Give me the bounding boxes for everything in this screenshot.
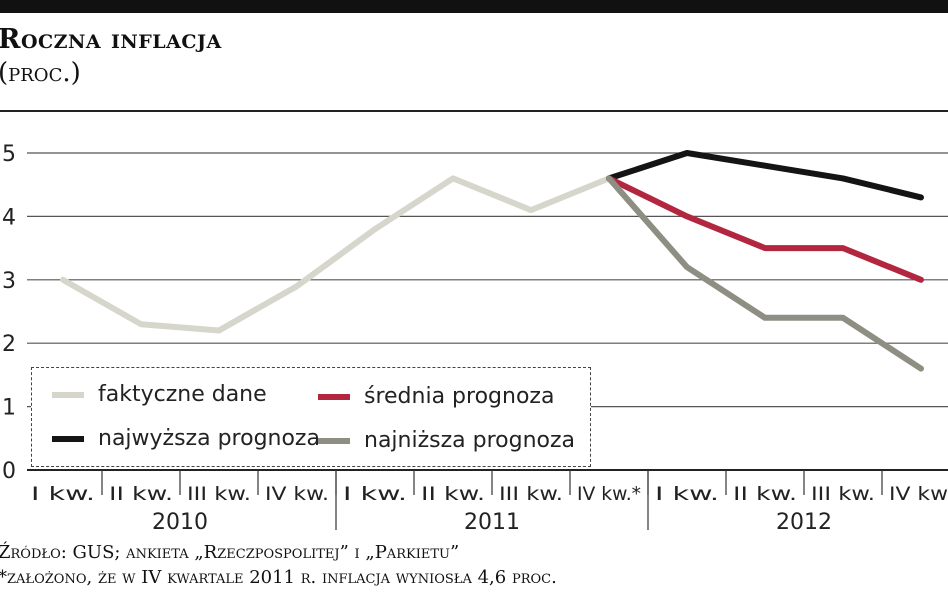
source-note: Źródło: GUS; ankieta „Rzeczpospolitej” i… (0, 542, 460, 563)
y-tick-label: 2 (2, 332, 16, 357)
legend: faktyczne dane średnia prognoza najwyższ… (31, 367, 591, 467)
series-lines (60, 150, 924, 372)
chart-subtitle: (proc.) (0, 58, 81, 88)
y-tick-label: 1 (2, 396, 16, 421)
grid-lines (27, 152, 948, 471)
chart-title: Roczna inflacja (0, 24, 222, 55)
legend-swatch (318, 437, 350, 444)
x-tick-label: I kw. (655, 483, 719, 505)
x-tick-label: III kw. (187, 483, 251, 505)
y-tick-label: 0 (2, 459, 16, 484)
x-axis: 2010 2011 2012 I kw. II kw. III kw. IV kw. I kw… (31, 470, 948, 535)
legend-item-najwyzsza: najwyższa prognoza (52, 426, 320, 451)
legend-swatch (52, 435, 84, 442)
x-tick-label: III kw. (811, 483, 875, 505)
x-tick-label: I kw. (31, 483, 95, 505)
series-line-najwyższa-prognoza (606, 150, 924, 201)
legend-label: faktyczne dane (98, 382, 267, 407)
x-tick-label: IV kw.* (577, 483, 641, 505)
top-bar (0, 0, 948, 13)
legend-item-faktyczne: faktyczne dane (52, 382, 267, 407)
legend-item-najnizsza: najniższa prognoza (318, 428, 575, 453)
series-line-najniższa-prognoza (606, 175, 924, 372)
series-line-średnia-prognoza (606, 175, 924, 283)
x-tick-label: I kw. (343, 483, 407, 505)
x-tick-label: IV kw. (265, 483, 329, 505)
year-label: 2011 (464, 510, 520, 535)
x-tick-label: III kw. (499, 483, 563, 505)
legend-label: najniższa prognoza (364, 428, 576, 453)
y-tick-label: 4 (2, 205, 16, 230)
x-tick-label: IV kw. (889, 483, 948, 505)
y-tick-labels: 0 1 2 3 4 5 (2, 142, 16, 484)
footnote: *założono, że w IV kwartale 2011 r. infl… (0, 567, 557, 588)
x-tick-label: II kw. (109, 483, 173, 505)
y-tick-label: 3 (2, 269, 16, 294)
legend-item-srednia: średnia prognoza (318, 384, 554, 409)
title-rule (0, 110, 948, 112)
y-tick-label: 5 (2, 142, 16, 167)
legend-swatch (52, 391, 84, 398)
year-label: 2010 (152, 510, 208, 535)
year-label: 2012 (776, 510, 832, 535)
legend-swatch (318, 393, 350, 400)
x-tick-label: II kw. (421, 483, 485, 505)
x-tick-label: II kw. (733, 483, 797, 505)
series-line-faktyczne-dane (60, 175, 612, 334)
legend-label: najwyższa prognoza (98, 426, 320, 451)
legend-label: średnia prognoza (364, 384, 555, 409)
